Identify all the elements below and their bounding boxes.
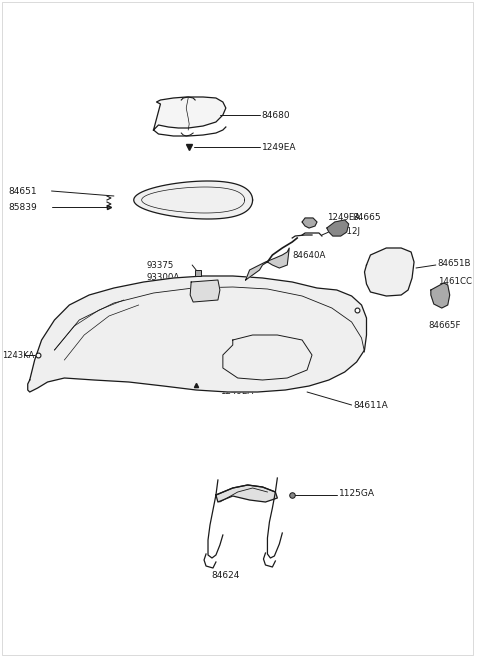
Polygon shape (302, 218, 317, 228)
Polygon shape (246, 248, 289, 280)
Text: 1249EA: 1249EA (327, 214, 360, 223)
Text: 84665: 84665 (353, 214, 381, 223)
Polygon shape (28, 276, 367, 392)
Polygon shape (431, 283, 450, 308)
Polygon shape (364, 248, 414, 296)
Text: 1249EA: 1249EA (220, 388, 253, 397)
Text: 1249EB: 1249EB (220, 378, 253, 386)
Polygon shape (134, 181, 252, 219)
Text: 1461CC: 1461CC (438, 277, 472, 286)
Text: 84612J: 84612J (331, 227, 361, 237)
Polygon shape (216, 485, 277, 502)
Text: 93300A: 93300A (146, 273, 180, 283)
Text: 1249EA: 1249EA (262, 143, 296, 152)
Text: 85839: 85839 (8, 202, 36, 212)
Text: 84611A: 84611A (354, 401, 388, 411)
Text: 84640A: 84640A (292, 250, 325, 260)
Text: 1249EE: 1249EE (287, 306, 320, 315)
Text: 84665F: 84665F (428, 321, 460, 330)
Text: 93375: 93375 (146, 260, 174, 269)
Polygon shape (327, 220, 348, 236)
Polygon shape (154, 97, 226, 130)
Text: 84624: 84624 (212, 570, 240, 579)
Polygon shape (190, 280, 220, 302)
Text: 1243KA: 1243KA (2, 350, 34, 359)
Text: 84680: 84680 (262, 110, 290, 120)
Text: 1125GA: 1125GA (339, 489, 375, 499)
Text: 84651B: 84651B (438, 260, 471, 269)
Text: 84651: 84651 (8, 187, 36, 196)
